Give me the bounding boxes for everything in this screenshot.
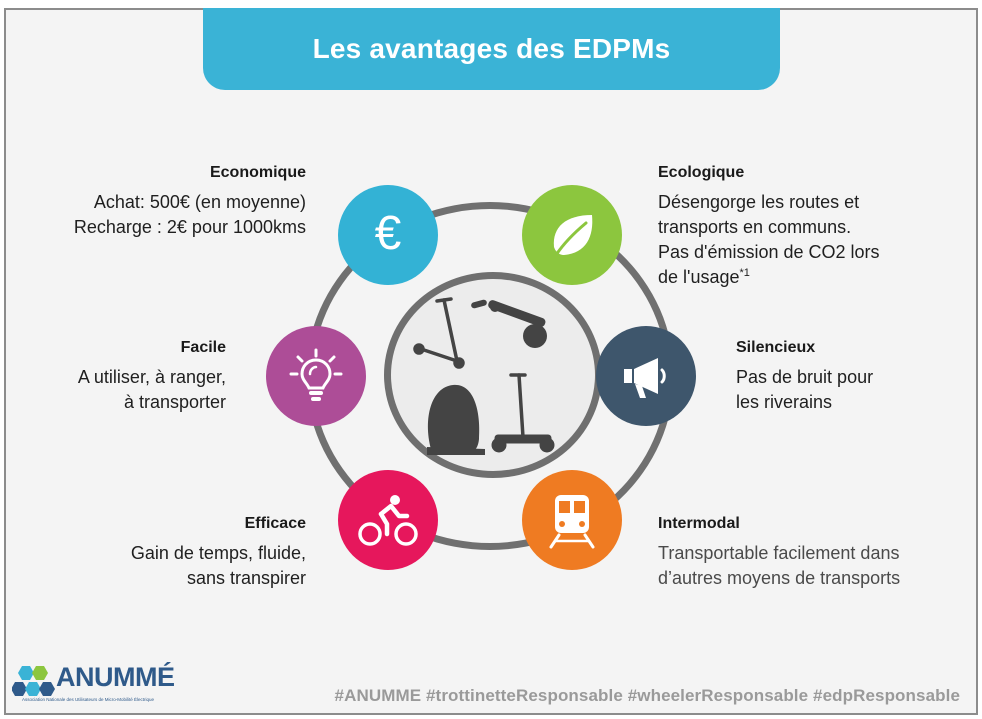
electric-skateboard-icon	[471, 299, 547, 348]
facile-node	[266, 326, 366, 426]
ecologique-heading: Ecologique	[658, 164, 745, 181]
efficace-line: sans transpirer	[186, 568, 306, 588]
train-icon	[549, 495, 595, 549]
monowheel-icon	[427, 384, 485, 455]
silencieux-node	[596, 326, 696, 426]
leaf-icon	[553, 215, 593, 257]
lightbulb-icon	[289, 348, 343, 401]
ecologique-line: Pas d'émission de CO2 lors	[658, 242, 880, 262]
center-disc	[384, 272, 602, 478]
hexagon-logo-icon	[12, 666, 55, 696]
ecologique-line: de l'usage	[658, 267, 740, 287]
intermodal-line: Transportable facilement dans	[658, 543, 900, 563]
ecologique-block: Ecologique Désengorge les routes et tran…	[658, 164, 958, 290]
intermodal-line: d’autres moyens de transports	[658, 568, 901, 588]
edpm-vehicles-illustration	[413, 297, 555, 455]
megaphone-icon	[624, 358, 666, 398]
efficace-heading: Efficace	[244, 515, 306, 532]
efficace-line: Gain de temps, fluide,	[130, 543, 306, 563]
facile-line: A utiliser, à ranger,	[77, 367, 226, 387]
economique-line: Achat: 500€ (en moyenne)	[93, 192, 306, 212]
ecologique-node	[522, 185, 622, 285]
economique-block: Economique Achat: 500€ (en moyenne) Rech…	[20, 164, 306, 240]
silencieux-block: Silencieux Pas de bruit pour les riverai…	[736, 339, 936, 415]
silencieux-line: les riverains	[736, 392, 833, 412]
euro-icon: €	[374, 207, 402, 260]
logo-name: ANUMMÉ	[56, 662, 175, 692]
silencieux-line: Pas de bruit pour	[736, 367, 874, 387]
cyclist-icon	[358, 495, 418, 546]
economique-line: Recharge : 2€ pour 1000kms	[73, 217, 306, 237]
hashtags: #ANUMME #trottinetteResponsable #wheeler…	[334, 686, 960, 705]
economique-node: €	[338, 185, 438, 285]
efficace-block: Efficace Gain de temps, fluide, sans tra…	[20, 515, 306, 591]
silencieux-heading: Silencieux	[736, 339, 816, 356]
ecologique-line-last: de l'usage*1	[658, 265, 958, 290]
efficace-node	[338, 470, 438, 570]
logo-subtitle: Association Nationale des Utilisateurs d…	[22, 697, 155, 702]
scooter-icon	[413, 297, 465, 369]
facile-block: Facile A utiliser, à ranger, à transport…	[20, 339, 226, 415]
ecologique-line: transports en communs.	[658, 217, 852, 237]
anumme-logo: ANUMMÉ Association Nationale des Utilisa…	[12, 662, 175, 710]
intermodal-block: Intermodal Transportable facilement dans…	[658, 515, 958, 591]
facile-heading: Facile	[180, 339, 226, 356]
ecologique-line: Désengorge les routes et	[658, 192, 860, 212]
economique-heading: Economique	[209, 164, 306, 181]
footnote-marker: *1	[739, 267, 750, 279]
page-title: Les avantages des EDPMs	[312, 33, 671, 64]
intermodal-node	[522, 470, 622, 570]
intermodal-heading: Intermodal	[658, 515, 740, 532]
segway-icon	[491, 373, 555, 453]
facile-line: à transporter	[123, 392, 226, 412]
title-banner: Les avantages des EDPMs	[203, 8, 780, 90]
